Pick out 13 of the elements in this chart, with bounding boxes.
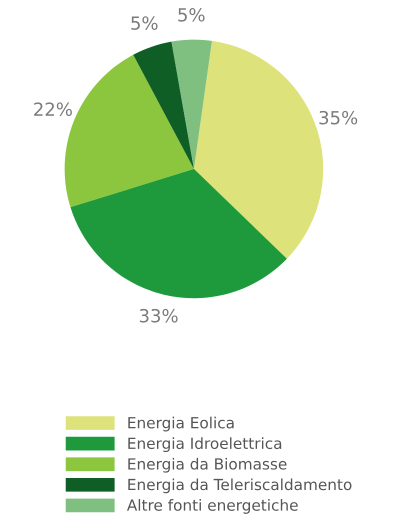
- data-label: 22%: [34, 102, 72, 116]
- data-label: 35%: [319, 110, 358, 124]
- legend-label: Energia Idroelettrica: [128, 437, 282, 452]
- pie-slice: [70, 168, 287, 298]
- legend-label: Altre fonti energetiche: [126, 499, 298, 514]
- pie-slice: [133, 42, 194, 169]
- pie-slice: [171, 40, 212, 169]
- legend-label: Energia Eolica: [128, 416, 234, 432]
- legend-label: Energia da Biomasse: [128, 458, 286, 473]
- data-label: 5%: [178, 8, 205, 22]
- data-label: 5%: [131, 16, 158, 30]
- legend-label: Energia da Teleriscaldamento: [128, 478, 352, 494]
- data-label: 33%: [140, 308, 178, 323]
